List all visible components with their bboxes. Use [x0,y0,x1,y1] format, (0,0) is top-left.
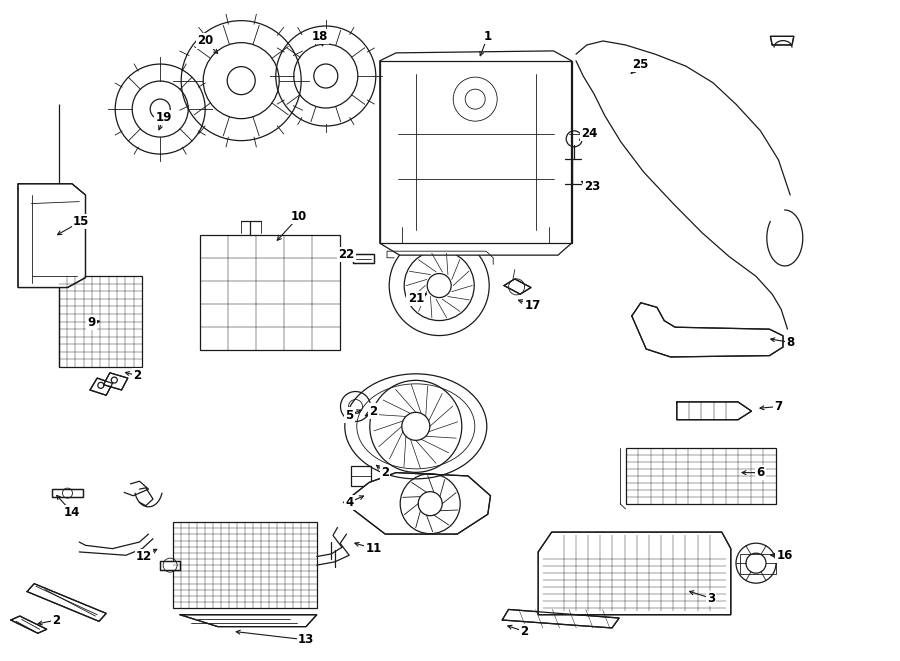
Polygon shape [677,402,751,420]
Text: 3: 3 [706,592,716,605]
Text: 2: 2 [381,466,390,479]
Text: 2: 2 [132,369,141,382]
Polygon shape [18,184,86,288]
Text: 10: 10 [291,210,307,223]
Polygon shape [27,584,106,621]
Text: 15: 15 [73,215,89,228]
Text: 14: 14 [64,506,80,519]
Text: 13: 13 [298,633,314,646]
Polygon shape [538,532,731,615]
Text: 4: 4 [345,496,354,509]
Text: 17: 17 [525,299,541,312]
Polygon shape [180,615,317,627]
Polygon shape [11,616,47,633]
Bar [200,235,340,350]
Bar [380,61,572,243]
Text: 5: 5 [345,408,354,422]
Bar [626,448,776,504]
Bar [740,554,776,574]
Text: 6: 6 [756,466,765,479]
Polygon shape [104,373,128,390]
Text: 20: 20 [197,34,213,48]
Bar [173,522,317,608]
Text: 2: 2 [51,613,60,627]
Text: 2: 2 [519,625,528,638]
Text: 11: 11 [365,542,382,555]
Bar [351,466,371,486]
Text: 8: 8 [786,336,795,349]
Polygon shape [504,279,531,294]
Text: 2: 2 [369,405,378,418]
Polygon shape [52,489,83,497]
Polygon shape [344,473,490,534]
Polygon shape [160,561,180,570]
Text: 18: 18 [311,30,328,43]
Polygon shape [90,378,112,395]
Text: 16: 16 [777,549,793,562]
Polygon shape [380,51,572,255]
Text: 12: 12 [136,550,152,563]
Polygon shape [502,609,619,628]
Bar [58,276,142,367]
Polygon shape [353,254,374,263]
Polygon shape [632,303,783,357]
Text: 24: 24 [581,127,598,140]
Text: 21: 21 [408,292,424,305]
Polygon shape [770,36,794,45]
Text: 19: 19 [156,111,172,124]
Text: 22: 22 [338,248,355,261]
Text: 25: 25 [633,58,649,71]
Text: 7: 7 [774,400,783,413]
Text: 23: 23 [584,180,600,193]
Text: 1: 1 [483,30,492,43]
Text: 9: 9 [87,316,96,329]
